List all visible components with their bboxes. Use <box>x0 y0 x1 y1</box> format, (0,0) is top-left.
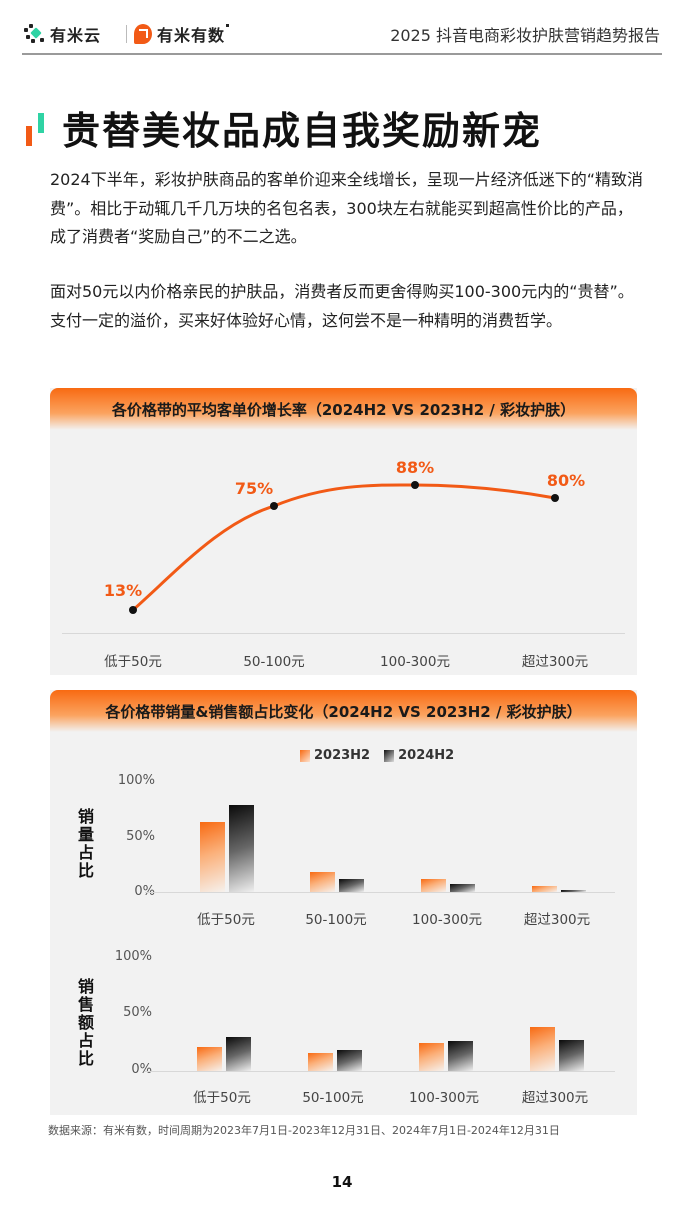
x-tick: 超过300元 <box>521 1090 589 1106</box>
x-tick: 低于50元 <box>104 654 162 670</box>
x-tick: 100-300元 <box>380 654 450 670</box>
report-title: 2025 抖音电商彩妆护肤营销趋势报告 <box>390 26 660 45</box>
data-label: 75% <box>234 479 274 498</box>
x-axis <box>145 892 615 893</box>
page-title: 贵替美妆品成自我奖励新宠 <box>62 109 543 153</box>
legend-label-2023: 2023H2 <box>314 748 371 763</box>
x-tick: 低于50元 <box>197 912 255 928</box>
volume-plot <box>145 781 615 892</box>
y-tick: 100% <box>117 773 155 788</box>
bar-2023 <box>532 886 557 892</box>
logo2-text: 有米有数 <box>157 26 226 45</box>
y-tick: 50% <box>126 829 155 844</box>
bar-2024 <box>450 884 475 892</box>
bar-2024 <box>229 805 254 892</box>
y-tick: 0% <box>131 1062 152 1077</box>
youmi-cloud-icon <box>24 24 46 44</box>
chart-title: 各价格带销量&销售额占比变化（2024H2 VS 2023H2 / 彩妆护肤） <box>50 690 637 732</box>
title-accent-icon <box>26 108 48 148</box>
logo-divider <box>126 25 127 43</box>
page-header: 有米云 有米有数 2025 抖音电商彩妆护肤营销趋势报告 <box>22 0 662 55</box>
bar-2024 <box>559 1040 584 1071</box>
x-tick: 50-100元 <box>305 912 367 928</box>
sales-plot <box>145 957 615 1071</box>
x-tick: 50-100元 <box>243 654 305 670</box>
data-label: 88% <box>395 458 435 477</box>
data-label: 13% <box>103 581 143 600</box>
bar-2024 <box>339 878 364 892</box>
y-axis-label-volume: 销量占比 <box>77 807 94 880</box>
bar-2024 <box>226 1036 251 1071</box>
page-title-block: 贵替美妆品成自我奖励新宠 <box>26 100 542 155</box>
youmi-cloud-logo: 有米云 <box>24 22 101 46</box>
legend-label-2024: 2024H2 <box>398 748 455 763</box>
x-tick: 100-300元 <box>412 912 482 928</box>
youmi-data-logo: 有米有数 <box>134 22 230 46</box>
logo1-text: 有米云 <box>50 26 102 45</box>
paragraph-2: 面对50元以内价格亲民的护肤品，消费者反而更舍得购买100-300元内的“贵替”… <box>50 282 634 330</box>
bar-2023 <box>310 872 335 892</box>
trademark-dot <box>226 24 230 27</box>
bar-2024 <box>448 1041 473 1071</box>
bar-2023 <box>197 1047 222 1071</box>
x-tick: 超过300元 <box>523 912 591 928</box>
growth-line <box>129 481 559 614</box>
x-axis <box>145 1071 615 1072</box>
y-tick: 0% <box>134 884 155 899</box>
share-change-chart: 各价格带销量&销售额占比变化（2024H2 VS 2023H2 / 彩妆护肤） … <box>50 690 637 1115</box>
x-tick: 50-100元 <box>302 1090 364 1106</box>
bar-2024 <box>337 1050 362 1071</box>
y-axis-label-sales: 销售额占比 <box>77 977 94 1068</box>
bar-2023 <box>530 1026 555 1071</box>
legend-swatch-2023 <box>300 749 310 762</box>
chart-title: 各价格带的平均客单价增长率（2024H2 VS 2023H2 / 彩妆护肤） <box>50 388 637 430</box>
x-tick: 超过300元 <box>521 654 589 670</box>
bar-2023 <box>200 822 225 892</box>
youmi-data-icon <box>134 24 152 44</box>
y-tick: 50% <box>123 1005 152 1020</box>
page-number: 14 <box>331 1173 353 1191</box>
data-label: 80% <box>546 471 586 490</box>
bar-2023 <box>308 1052 333 1071</box>
data-source-note: 数据来源：有米有数，时间周期为2023年7月1日-2023年12月31日、202… <box>48 1124 560 1137</box>
chart-legend: 2023H2 2024H2 <box>300 748 454 763</box>
y-tick: 100% <box>114 949 152 964</box>
bar-2023 <box>419 1042 444 1071</box>
x-tick: 低于50元 <box>193 1090 251 1106</box>
paragraph-1: 2024下半年，彩妆护肤商品的客单价迎来全线增长，呈现一片经济低迷下的“精致消费… <box>50 170 644 246</box>
bar-2023 <box>421 878 446 892</box>
bar-2024 <box>561 889 586 892</box>
x-axis <box>62 633 625 634</box>
x-tick: 100-300元 <box>409 1090 479 1106</box>
growth-rate-chart: 各价格带的平均客单价增长率（2024H2 VS 2023H2 / 彩妆护肤） 1… <box>50 388 637 675</box>
legend-swatch-2024 <box>384 749 395 762</box>
